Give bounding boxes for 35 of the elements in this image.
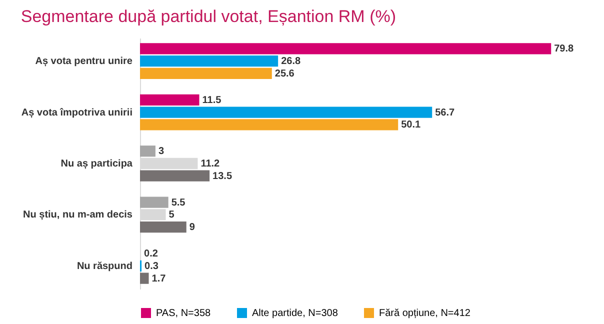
data-label: 26.8: [281, 56, 301, 68]
data-label: 5: [168, 210, 175, 221]
bar: [140, 43, 552, 54]
data-label: 56.7: [435, 107, 456, 118]
data-label: 1.7: [152, 273, 166, 284]
chart-title: Segmentare după partidul votat, Eșantion RM (%): [20, 7, 396, 26]
legend-label: PAS, N=358: [156, 308, 212, 319]
legend-label: Fără opțiune, N=412: [379, 308, 471, 319]
data-label: 50.1: [401, 120, 422, 131]
bar: [140, 106, 432, 118]
data-label: 11.5: [202, 94, 222, 106]
data-label: 13.5: [212, 170, 232, 182]
data-label: 79.8: [554, 44, 574, 55]
bar: [140, 196, 168, 208]
data-label: 9: [189, 222, 196, 234]
bar: [140, 94, 200, 106]
data-label: 25.6: [274, 68, 295, 80]
y-tick-label: Nu răspund: [76, 260, 132, 272]
data-label: 0.3: [144, 260, 159, 272]
y-tick-label: Nu aș participa: [60, 158, 133, 170]
data-label: 5.5: [171, 197, 186, 208]
bar: [140, 119, 398, 130]
bar: [140, 68, 272, 79]
bar: [140, 222, 186, 233]
bar: [140, 272, 149, 284]
data-label: 11.2: [200, 158, 220, 170]
y-tick-label: Aș vota pentru unire: [35, 56, 133, 68]
y-tick-label: Aș vota împotriva unirii: [21, 107, 133, 118]
data-label: 0.2: [144, 248, 158, 260]
data-label: 3: [158, 146, 164, 158]
bar: [140, 170, 210, 182]
bar: [140, 55, 278, 67]
legend-label: Alte partide, N=308: [252, 308, 338, 319]
y-tick-label: Nu știu, nu m-am decis: [23, 210, 133, 221]
bar: [140, 146, 156, 157]
